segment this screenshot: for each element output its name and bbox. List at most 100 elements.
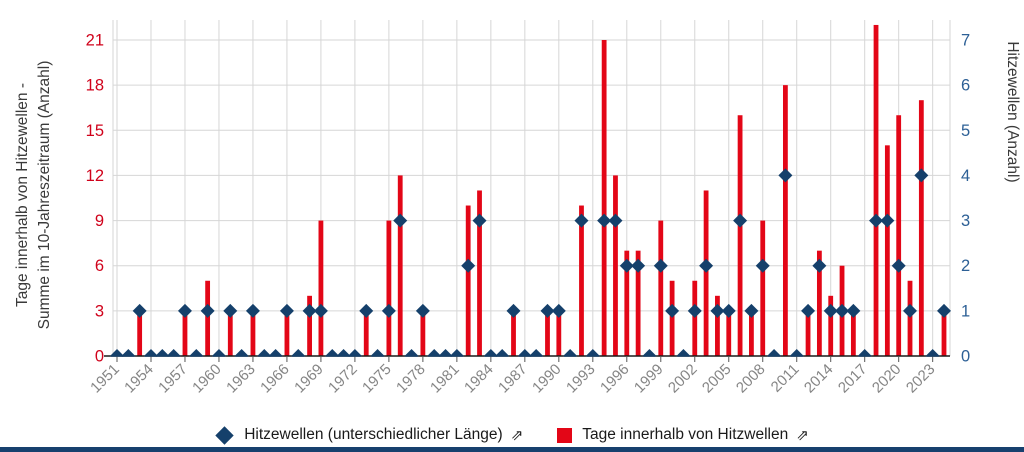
bar-2021[interactable] (907, 280, 913, 356)
marker-1963[interactable] (245, 303, 260, 318)
marker-1960[interactable] (211, 349, 226, 363)
legend-item-hitzewellen[interactable]: Hitzewellen (unterschiedlicher Länge) ⇗ (215, 425, 524, 445)
marker-1995[interactable] (608, 213, 623, 228)
marker-1981[interactable] (449, 349, 464, 363)
marker-1970[interactable] (325, 349, 340, 363)
marker-1974[interactable] (370, 349, 385, 363)
marker-2008[interactable] (755, 258, 770, 273)
marker-1972[interactable] (347, 349, 362, 363)
bar-2014[interactable] (828, 295, 834, 356)
bar-1999[interactable] (658, 220, 664, 356)
marker-2015[interactable] (835, 303, 850, 318)
marker-2021[interactable] (903, 303, 918, 318)
bar-1975[interactable] (386, 220, 392, 356)
external-link-arrow-icon[interactable]: ⇗ (510, 427, 524, 444)
legend-item-tage[interactable]: Tage innerhalb von Hitzwellen ⇗ (557, 426, 809, 444)
marker-2012[interactable] (801, 303, 816, 318)
bar-2018[interactable] (873, 24, 879, 356)
bar-1986[interactable] (511, 310, 516, 356)
bar-1982[interactable] (465, 205, 471, 356)
bar-1997[interactable] (635, 250, 641, 356)
bar-1978[interactable] (420, 310, 426, 356)
marker-2024[interactable] (937, 303, 951, 318)
marker-1968[interactable] (302, 303, 317, 318)
bar-1957[interactable] (182, 310, 188, 356)
marker-2006[interactable] (733, 213, 748, 228)
marker-1999[interactable] (653, 258, 668, 273)
bar-1966[interactable] (284, 310, 290, 356)
marker-1991[interactable] (563, 349, 578, 363)
marker-1973[interactable] (359, 303, 374, 318)
bar-1995[interactable] (613, 175, 618, 356)
marker-1986[interactable] (506, 303, 521, 318)
marker-1988[interactable] (529, 349, 544, 363)
marker-1980[interactable] (438, 349, 453, 363)
marker-1969[interactable] (313, 303, 328, 318)
marker-1977[interactable] (404, 349, 419, 363)
marker-2020[interactable] (891, 258, 906, 273)
marker-2002[interactable] (687, 303, 702, 318)
bar-1973[interactable] (363, 310, 369, 356)
marker-1982[interactable] (461, 258, 476, 273)
bar-2013[interactable] (816, 250, 822, 356)
bar-2016[interactable] (850, 310, 856, 356)
bar-1989[interactable] (545, 310, 550, 356)
bar-1994[interactable] (601, 40, 607, 356)
marker-1955[interactable] (155, 349, 170, 363)
marker-2016[interactable] (846, 303, 861, 318)
marker-2013[interactable] (812, 258, 827, 273)
marker-1962[interactable] (234, 349, 249, 363)
marker-1989[interactable] (540, 303, 555, 318)
marker-1966[interactable] (279, 303, 294, 318)
marker-1976[interactable] (393, 213, 408, 228)
external-link-arrow-icon[interactable]: ⇗ (796, 427, 809, 444)
marker-1975[interactable] (381, 303, 396, 318)
marker-1990[interactable] (551, 303, 566, 318)
marker-2000[interactable] (665, 303, 680, 318)
marker-2019[interactable] (880, 213, 895, 228)
marker-2010[interactable] (778, 168, 793, 183)
bar-1959[interactable] (205, 280, 211, 356)
marker-1951[interactable] (110, 349, 124, 363)
marker-2009[interactable] (767, 349, 782, 363)
bar-1968[interactable] (307, 295, 312, 356)
bar-1963[interactable] (250, 310, 256, 356)
marker-1992[interactable] (574, 213, 589, 228)
marker-2001[interactable] (676, 349, 691, 363)
marker-2018[interactable] (869, 213, 884, 228)
bar-2020[interactable] (896, 115, 902, 356)
marker-2004[interactable] (710, 303, 725, 318)
marker-1993[interactable] (585, 349, 600, 363)
marker-1971[interactable] (336, 349, 351, 363)
marker-1956[interactable] (166, 349, 181, 363)
marker-1952[interactable] (121, 349, 136, 363)
marker-2007[interactable] (744, 303, 759, 318)
bar-2010[interactable] (782, 85, 788, 357)
bar-2022[interactable] (918, 100, 924, 356)
marker-1967[interactable] (291, 349, 306, 363)
bar-2002[interactable] (692, 280, 698, 356)
marker-1997[interactable] (631, 258, 646, 273)
marker-1959[interactable] (200, 303, 215, 318)
bar-2005[interactable] (726, 310, 732, 356)
marker-1964[interactable] (257, 349, 272, 363)
marker-1961[interactable] (223, 303, 238, 318)
marker-1954[interactable] (143, 349, 158, 363)
bar-1983[interactable] (477, 190, 482, 356)
bar-2007[interactable] (749, 310, 754, 356)
marker-1965[interactable] (268, 349, 283, 363)
bar-1969[interactable] (318, 220, 324, 356)
marker-2011[interactable] (789, 349, 804, 363)
marker-1994[interactable] (597, 213, 612, 228)
marker-2023[interactable] (925, 349, 940, 363)
marker-2005[interactable] (721, 303, 736, 318)
bar-2012[interactable] (805, 310, 811, 356)
bar-2006[interactable] (737, 115, 743, 356)
marker-2014[interactable] (823, 303, 838, 318)
marker-2017[interactable] (857, 349, 872, 363)
marker-1996[interactable] (619, 258, 634, 273)
marker-1979[interactable] (427, 349, 442, 363)
marker-1983[interactable] (472, 213, 487, 228)
marker-2022[interactable] (914, 168, 929, 183)
marker-1978[interactable] (415, 303, 430, 318)
